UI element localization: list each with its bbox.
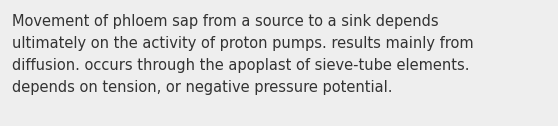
Text: depends on tension, or negative pressure potential.: depends on tension, or negative pressure… [12,80,392,95]
Text: diffusion. occurs through the apoplast of sieve-tube elements.: diffusion. occurs through the apoplast o… [12,58,469,73]
Text: ultimately on the activity of proton pumps. results mainly from: ultimately on the activity of proton pum… [12,36,474,51]
Text: Movement of phloem sap from a source to a sink depends: Movement of phloem sap from a source to … [12,14,439,29]
